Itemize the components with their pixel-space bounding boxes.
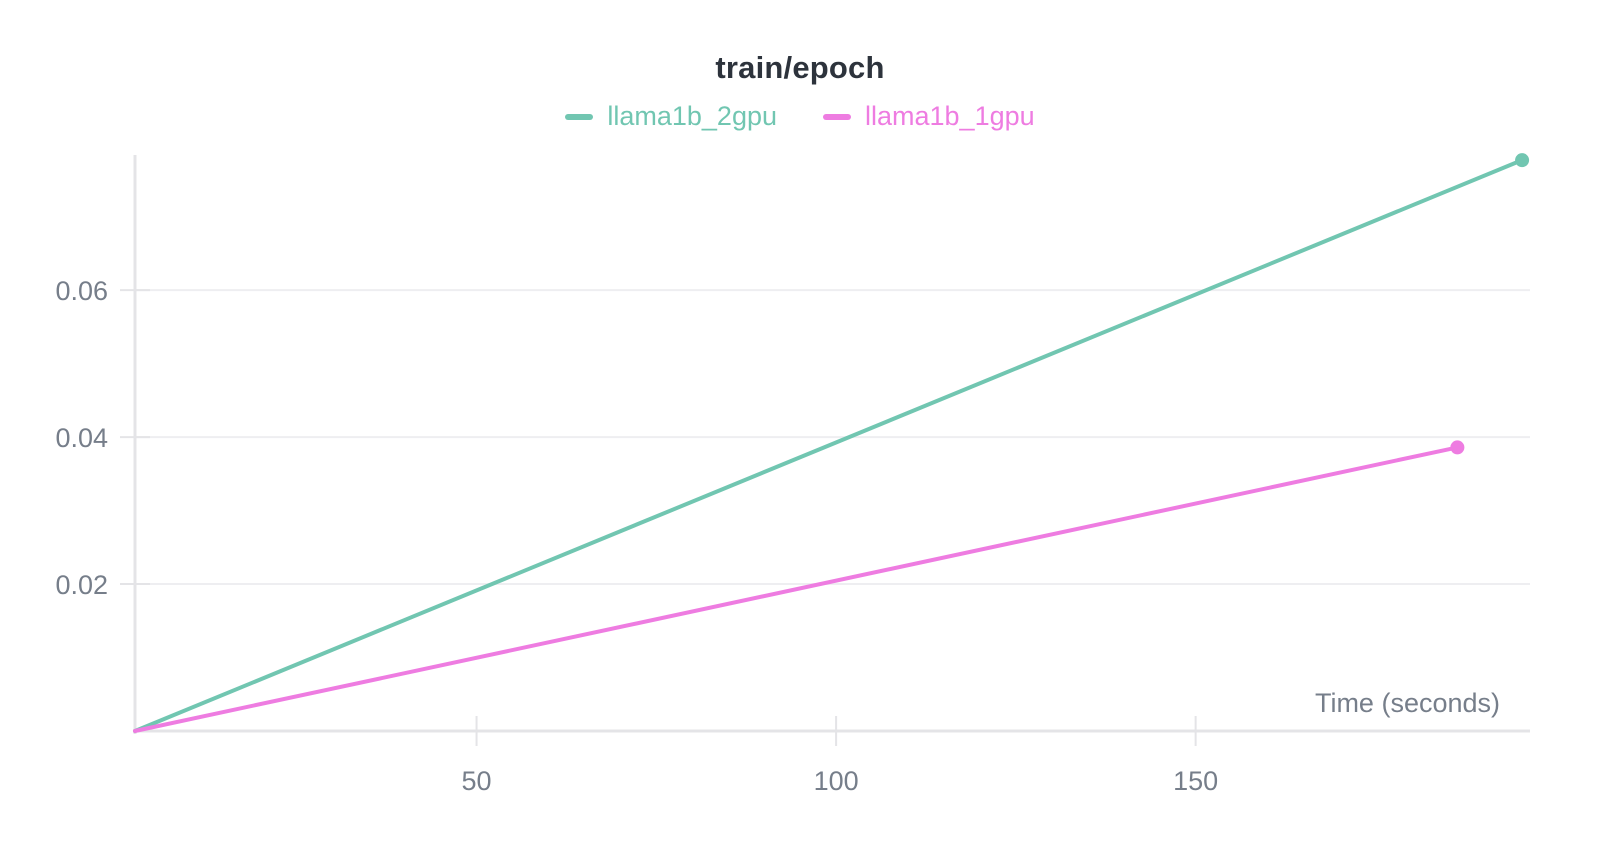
x-tick-label: 100 xyxy=(814,766,859,796)
chart-legend: llama1b_2gpu llama1b_1gpu xyxy=(0,103,1600,130)
series-layer xyxy=(133,153,1530,733)
y-tick-label: 0.02 xyxy=(55,570,108,600)
legend-item-llama1b_2gpu[interactable]: llama1b_2gpu xyxy=(565,103,777,130)
plot-area[interactable] xyxy=(135,155,1530,731)
y-tick-label: 0.06 xyxy=(55,276,108,306)
series-line-llama1b_1gpu[interactable] xyxy=(133,445,1460,733)
legend-label: llama1b_2gpu xyxy=(607,101,777,131)
tick-label-layer: 0.02 0.04 0.06 50 100 150 xyxy=(55,276,1218,796)
legend-line-swatch xyxy=(823,113,851,120)
legend-item-llama1b_1gpu[interactable]: llama1b_1gpu xyxy=(823,103,1035,130)
series-line-llama1b_2gpu[interactable] xyxy=(133,158,1525,733)
legend-line-swatch xyxy=(565,113,594,120)
legend-label: llama1b_1gpu xyxy=(865,101,1035,131)
series-endpoint-llama1b_1gpu xyxy=(1450,440,1465,455)
x-axis-label: Time (seconds) xyxy=(1315,688,1500,718)
x-tick-label: 50 xyxy=(462,766,492,796)
chart-title: train/epoch xyxy=(715,50,885,85)
x-tick-label: 150 xyxy=(1173,766,1218,796)
grid-layer xyxy=(135,289,1530,586)
axis-layer xyxy=(120,155,1530,746)
y-tick-label: 0.04 xyxy=(55,423,108,453)
series-endpoint-llama1b_2gpu xyxy=(1515,153,1530,168)
